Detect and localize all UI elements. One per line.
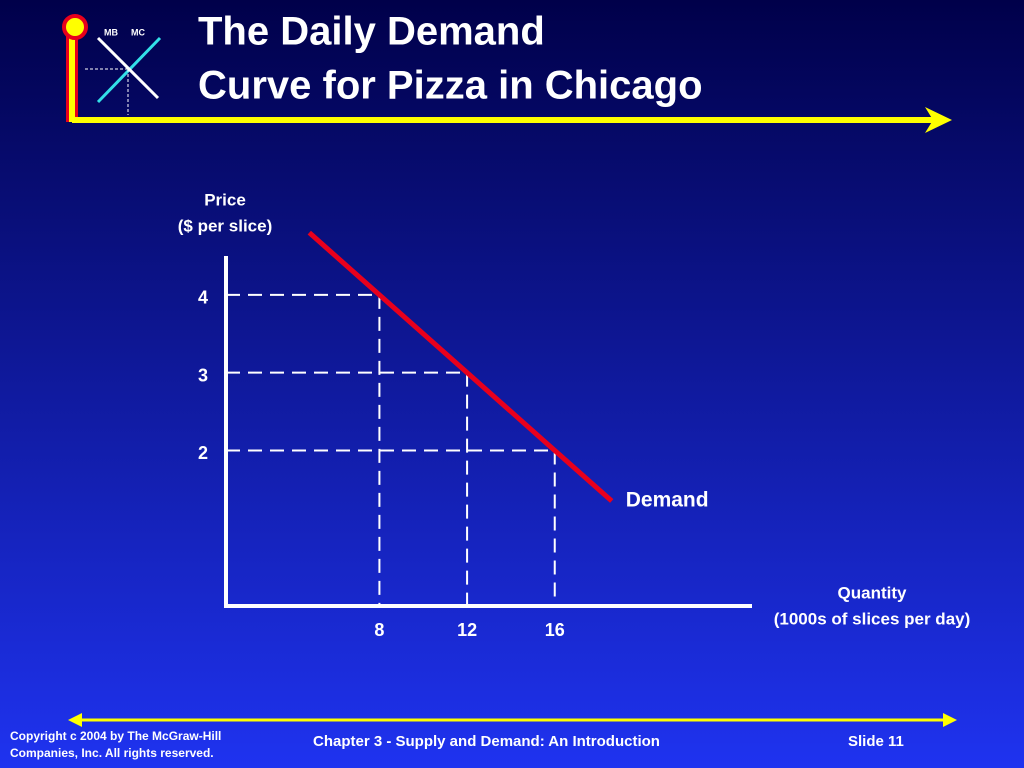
x-axis-label: (1000s of slices per day) [774, 609, 971, 628]
x-tick-label: 12 [457, 620, 477, 640]
logo-bar [69, 28, 75, 122]
chapter: Chapter 3 - Supply and Demand: An Introd… [313, 733, 660, 750]
logo-dot [62, 14, 88, 40]
series-label: Demand [626, 489, 709, 512]
y-tick-label: 2 [198, 443, 208, 463]
title-line: The Daily Demand [198, 10, 545, 54]
header-arrow [925, 107, 952, 133]
logo-mc-line [96, 36, 160, 100]
x-axis-label: Quantity [838, 583, 907, 602]
logo-label: MB [104, 27, 118, 37]
logo: MB MC [62, 14, 952, 133]
y-axis-label: ($ per slice) [178, 216, 273, 235]
slide-number: Slide 11 [848, 733, 904, 750]
y-tick-label: 3 [198, 365, 208, 385]
x-tick-label: 16 [545, 620, 565, 640]
x-tick-label: 8 [374, 620, 384, 640]
title-line: Curve for Pizza in Chicago [198, 64, 703, 108]
y-axis-label: Price [204, 190, 246, 209]
demand-line [307, 230, 614, 503]
copyright: Copyright c 2004 by The McGraw-Hill [10, 729, 221, 743]
footer-arrow [943, 713, 957, 727]
y-tick-label: 4 [198, 288, 208, 308]
copyright: Companies, Inc. All rights reserved. [10, 746, 214, 760]
logo-label: MC [131, 27, 145, 37]
footer-arrow [68, 713, 82, 727]
